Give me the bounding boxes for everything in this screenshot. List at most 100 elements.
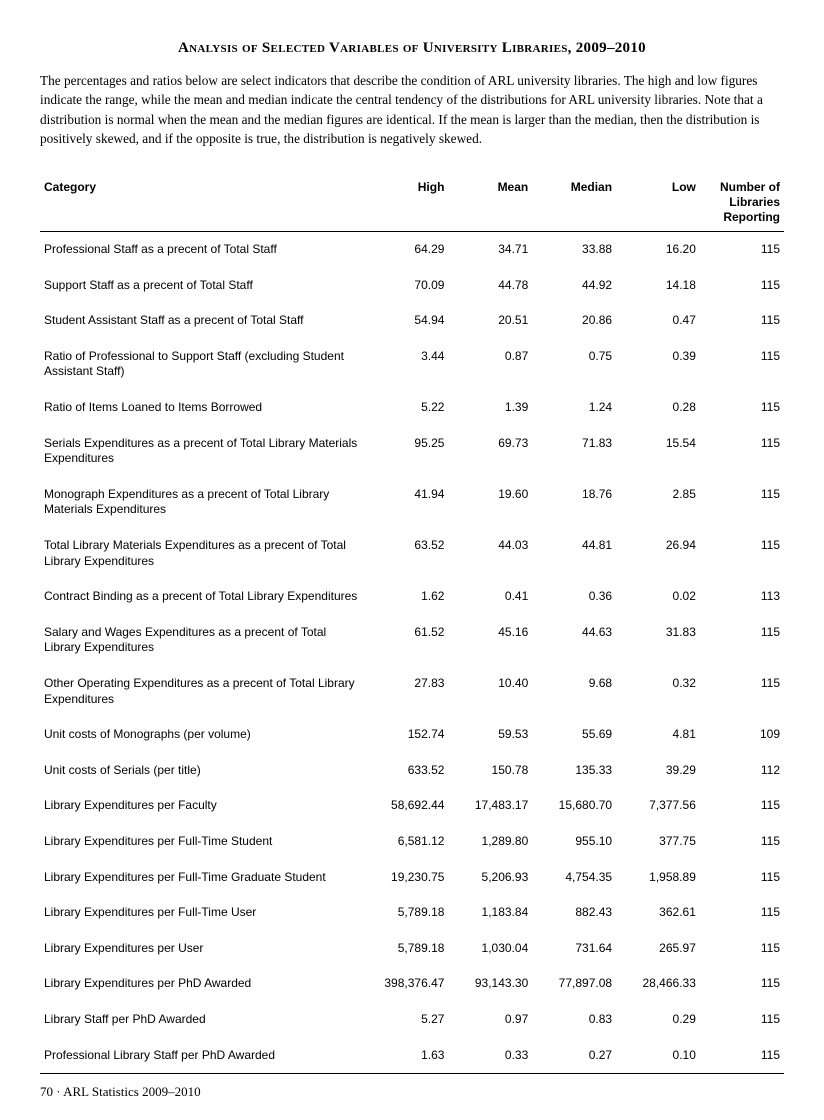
cell-low: 0.47 (616, 303, 700, 339)
cell-category: Total Library Materials Expenditures as … (40, 528, 364, 579)
cell-high: 152.74 (364, 717, 448, 753)
cell-category: Library Expenditures per Full-Time Gradu… (40, 860, 364, 896)
cell-median: 955.10 (532, 824, 616, 860)
cell-category: Ratio of Items Loaned to Items Borrowed (40, 390, 364, 426)
stats-table: Category High Mean Median Low Number of … (40, 174, 784, 1074)
cell-mean: 17,483.17 (448, 788, 532, 824)
cell-high: 3.44 (364, 339, 448, 390)
cell-n: 115 (700, 895, 784, 931)
cell-low: 14.18 (616, 268, 700, 304)
table-row: Library Expenditures per PhD Awarded398,… (40, 966, 784, 1002)
page-title: Analysis of Selected Variables of Univer… (40, 40, 784, 57)
cell-n: 115 (700, 339, 784, 390)
cell-high: 5.22 (364, 390, 448, 426)
cell-median: 135.33 (532, 753, 616, 789)
intro-paragraph: The percentages and ratios below are sel… (40, 71, 784, 148)
cell-category: Unit costs of Serials (per title) (40, 753, 364, 789)
cell-low: 7,377.56 (616, 788, 700, 824)
cell-low: 0.10 (616, 1038, 700, 1074)
cell-low: 0.39 (616, 339, 700, 390)
cell-n: 115 (700, 232, 784, 268)
cell-median: 731.64 (532, 931, 616, 967)
cell-mean: 1,289.80 (448, 824, 532, 860)
col-mean: Mean (448, 174, 532, 232)
cell-high: 1.62 (364, 579, 448, 615)
cell-low: 16.20 (616, 232, 700, 268)
table-row: Other Operating Expenditures as a precen… (40, 666, 784, 717)
cell-high: 61.52 (364, 615, 448, 666)
cell-mean: 0.41 (448, 579, 532, 615)
table-row: Library Staff per PhD Awarded5.270.970.8… (40, 1002, 784, 1038)
cell-category: Serials Expenditures as a precent of Tot… (40, 426, 364, 477)
cell-median: 9.68 (532, 666, 616, 717)
cell-median: 71.83 (532, 426, 616, 477)
cell-n: 115 (700, 268, 784, 304)
cell-median: 0.36 (532, 579, 616, 615)
cell-high: 41.94 (364, 477, 448, 528)
cell-high: 1.63 (364, 1038, 448, 1074)
cell-median: 4,754.35 (532, 860, 616, 896)
cell-median: 0.75 (532, 339, 616, 390)
cell-n: 115 (700, 966, 784, 1002)
cell-median: 882.43 (532, 895, 616, 931)
cell-n: 109 (700, 717, 784, 753)
cell-mean: 69.73 (448, 426, 532, 477)
cell-mean: 93,143.30 (448, 966, 532, 1002)
cell-category: Library Expenditures per PhD Awarded (40, 966, 364, 1002)
cell-category: Ratio of Professional to Support Staff (… (40, 339, 364, 390)
cell-high: 64.29 (364, 232, 448, 268)
col-n: Number of Libraries Reporting (700, 174, 784, 232)
cell-low: 362.61 (616, 895, 700, 931)
cell-median: 55.69 (532, 717, 616, 753)
table-row: Ratio of Professional to Support Staff (… (40, 339, 784, 390)
cell-category: Contract Binding as a precent of Total L… (40, 579, 364, 615)
cell-n: 115 (700, 788, 784, 824)
cell-high: 6,581.12 (364, 824, 448, 860)
cell-n: 115 (700, 303, 784, 339)
cell-category: Library Expenditures per Faculty (40, 788, 364, 824)
cell-n: 115 (700, 931, 784, 967)
cell-median: 0.83 (532, 1002, 616, 1038)
cell-mean: 0.33 (448, 1038, 532, 1074)
cell-median: 18.76 (532, 477, 616, 528)
cell-high: 95.25 (364, 426, 448, 477)
cell-mean: 1.39 (448, 390, 532, 426)
cell-median: 1.24 (532, 390, 616, 426)
cell-n: 113 (700, 579, 784, 615)
table-header-row: Category High Mean Median Low Number of … (40, 174, 784, 232)
cell-category: Salary and Wages Expenditures as a prece… (40, 615, 364, 666)
cell-low: 2.85 (616, 477, 700, 528)
cell-low: 15.54 (616, 426, 700, 477)
table-row: Library Expenditures per Full-Time User5… (40, 895, 784, 931)
cell-n: 115 (700, 477, 784, 528)
cell-n: 115 (700, 426, 784, 477)
cell-mean: 19.60 (448, 477, 532, 528)
cell-high: 63.52 (364, 528, 448, 579)
cell-high: 70.09 (364, 268, 448, 304)
cell-mean: 0.87 (448, 339, 532, 390)
table-row: Student Assistant Staff as a precent of … (40, 303, 784, 339)
cell-low: 4.81 (616, 717, 700, 753)
cell-low: 0.29 (616, 1002, 700, 1038)
cell-category: Unit costs of Monographs (per volume) (40, 717, 364, 753)
cell-low: 265.97 (616, 931, 700, 967)
cell-mean: 10.40 (448, 666, 532, 717)
cell-high: 5,789.18 (364, 931, 448, 967)
cell-median: 33.88 (532, 232, 616, 268)
cell-mean: 34.71 (448, 232, 532, 268)
cell-n: 115 (700, 615, 784, 666)
cell-n: 115 (700, 528, 784, 579)
table-row: Professional Staff as a precent of Total… (40, 232, 784, 268)
cell-low: 1,958.89 (616, 860, 700, 896)
table-row: Library Expenditures per User5,789.181,0… (40, 931, 784, 967)
cell-high: 27.83 (364, 666, 448, 717)
cell-category: Library Expenditures per Full-Time Stude… (40, 824, 364, 860)
cell-category: Support Staff as a precent of Total Staf… (40, 268, 364, 304)
cell-category: Professional Staff as a precent of Total… (40, 232, 364, 268)
cell-median: 15,680.70 (532, 788, 616, 824)
cell-low: 39.29 (616, 753, 700, 789)
cell-median: 77,897.08 (532, 966, 616, 1002)
cell-category: Other Operating Expenditures as a precen… (40, 666, 364, 717)
col-category: Category (40, 174, 364, 232)
cell-median: 0.27 (532, 1038, 616, 1074)
